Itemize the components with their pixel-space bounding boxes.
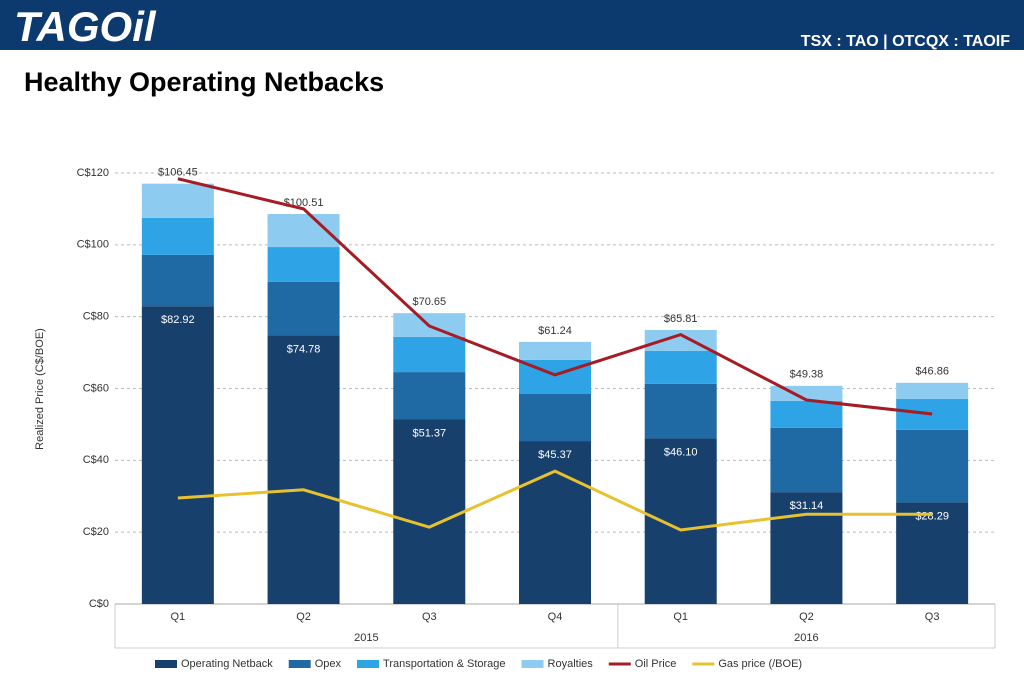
bar-segment	[896, 429, 969, 503]
bar-segment	[896, 502, 969, 604]
bar-segment	[393, 372, 466, 420]
x-tick-label: Q3	[422, 611, 437, 623]
y-tick-label: C$0	[89, 598, 109, 610]
bar-label: $31.14	[790, 500, 824, 512]
bar-segment	[644, 438, 717, 604]
legend-label: Gas price (/BOE)	[718, 658, 802, 670]
bar-label: $46.10	[664, 446, 698, 458]
logo: TAGOil	[14, 3, 157, 50]
legend-swatch	[357, 660, 380, 668]
bar-segment	[770, 400, 843, 428]
line-series	[177, 177, 933, 416]
bar-segment	[267, 335, 340, 604]
x-tick-label: Q4	[548, 611, 563, 623]
legend-label: Oil Price	[635, 658, 677, 670]
legend-swatch	[521, 660, 544, 668]
total-label: $100.51	[284, 197, 324, 209]
y-tick-label: C$40	[83, 454, 109, 466]
x-tick-label: Q3	[925, 611, 940, 623]
bar-segment	[141, 217, 214, 255]
bar-label: $51.37	[412, 427, 446, 439]
y-tick-label: C$20	[83, 526, 109, 538]
legend-label: Transportation & Storage	[383, 658, 506, 670]
bar-segment	[267, 281, 340, 336]
bar-segment	[644, 383, 717, 439]
bar-segment	[393, 336, 466, 373]
y-tick-label: C$100	[77, 239, 109, 251]
y-tick-label: C$120	[77, 167, 109, 179]
y-tick-label: C$80	[83, 311, 109, 323]
y-tick-label: C$60	[83, 382, 109, 394]
total-label: $106.45	[158, 167, 198, 179]
header-bar	[0, 0, 1024, 50]
legend-swatch	[155, 660, 177, 668]
total-label: $65.81	[664, 313, 698, 325]
x-tick-label: Q1	[673, 611, 688, 623]
bar-label: $74.78	[287, 343, 321, 355]
x-tick-label: Q1	[171, 611, 186, 623]
legend-label: Operating Netback	[181, 658, 273, 670]
total-label: $70.65	[412, 296, 446, 308]
bar-segment	[519, 341, 591, 360]
bar-segment	[896, 398, 969, 430]
bar-segment	[267, 247, 340, 282]
tickers: TSX : TAO | OTCQX : TAOIF	[801, 33, 1010, 50]
bar-segment	[141, 183, 214, 218]
bar-segment	[141, 254, 214, 307]
bar-segment	[519, 441, 591, 604]
bar-label: $82.92	[161, 314, 195, 326]
x-tick-label: Q2	[799, 611, 814, 623]
slide-title: Healthy Operating Netbacks	[24, 67, 384, 97]
bar-segment	[644, 350, 717, 384]
group-label: 2016	[794, 632, 818, 644]
bar-label: $28.29	[915, 510, 949, 522]
total-label: $49.38	[790, 369, 824, 381]
total-label: $46.86	[915, 366, 949, 378]
bar-segment	[896, 382, 969, 399]
bar-label: $45.37	[538, 449, 572, 461]
y-axis-label: Realized Price (C$/BOE)	[34, 328, 46, 450]
bar-segment	[393, 419, 466, 604]
bar-segment	[519, 393, 591, 442]
legend-label: Opex	[315, 658, 342, 670]
legend-swatch	[288, 660, 311, 668]
x-tick-label: Q2	[296, 611, 311, 623]
group-label: 2015	[354, 632, 378, 644]
total-label: $61.24	[538, 325, 572, 337]
bar-segment	[141, 306, 214, 604]
bar-segment	[770, 492, 843, 604]
line-series	[177, 469, 933, 532]
legend-label: Royalties	[548, 658, 594, 670]
bar-segment	[770, 427, 843, 493]
